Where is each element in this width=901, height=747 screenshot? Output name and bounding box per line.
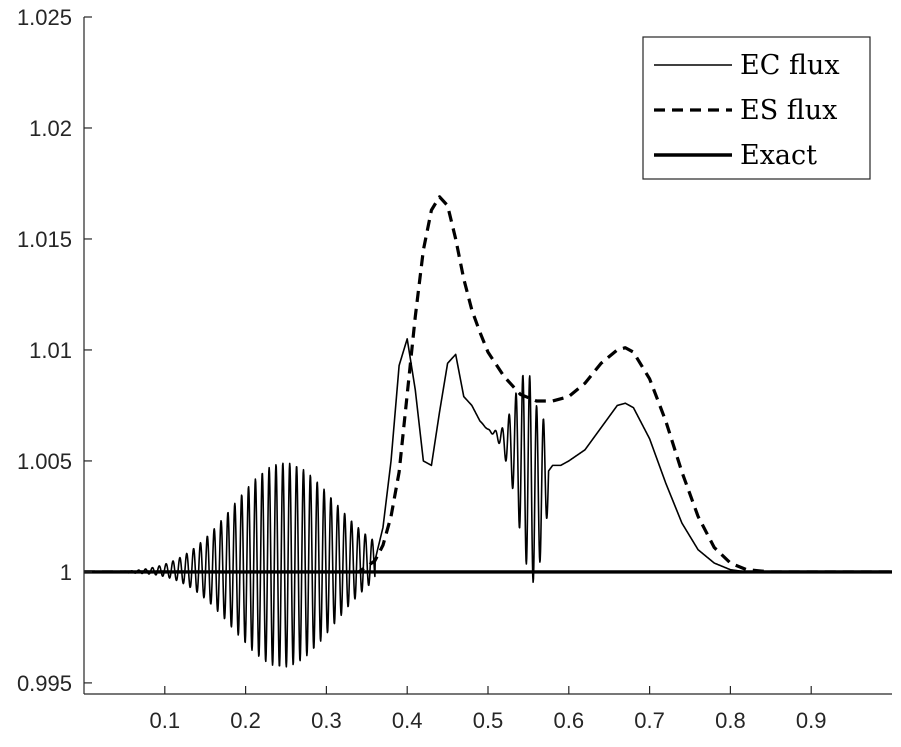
ticks: 0.995 1 1.005 1.01 1.015 1.02 1.025 0.1 0.2 0.3 0.… — [17, 5, 827, 733]
x-tick-label: 0.1 — [150, 708, 181, 733]
y-tick-label: 1.015 — [17, 227, 72, 252]
legend-label: ES flux — [740, 95, 837, 126]
y-tick-label: 1.025 — [17, 5, 72, 30]
series-line-es-flux — [84, 195, 892, 574]
y-tick-label: 1.005 — [17, 449, 72, 474]
x-tick-label: 0.9 — [796, 708, 827, 733]
x-tick-label: 0.4 — [392, 708, 423, 733]
y-tick-label: 1 — [60, 560, 72, 585]
legend-label: Exact — [740, 140, 817, 171]
y-tick-label: 0.995 — [17, 671, 72, 696]
legend: EC flux ES flux Exact — [642, 36, 871, 180]
x-tick-label: 0.6 — [554, 708, 585, 733]
x-tick-label: 0.7 — [634, 708, 665, 733]
y-tick-label: 1.02 — [29, 116, 72, 141]
x-tick-label: 0.5 — [473, 708, 504, 733]
x-tick-label: 0.8 — [715, 708, 746, 733]
x-tick-label: 0.3 — [311, 708, 342, 733]
legend-label: EC flux — [740, 50, 840, 81]
x-tick-label: 0.2 — [230, 708, 261, 733]
y-tick-label: 1.01 — [29, 338, 72, 363]
series-layer — [84, 195, 892, 668]
